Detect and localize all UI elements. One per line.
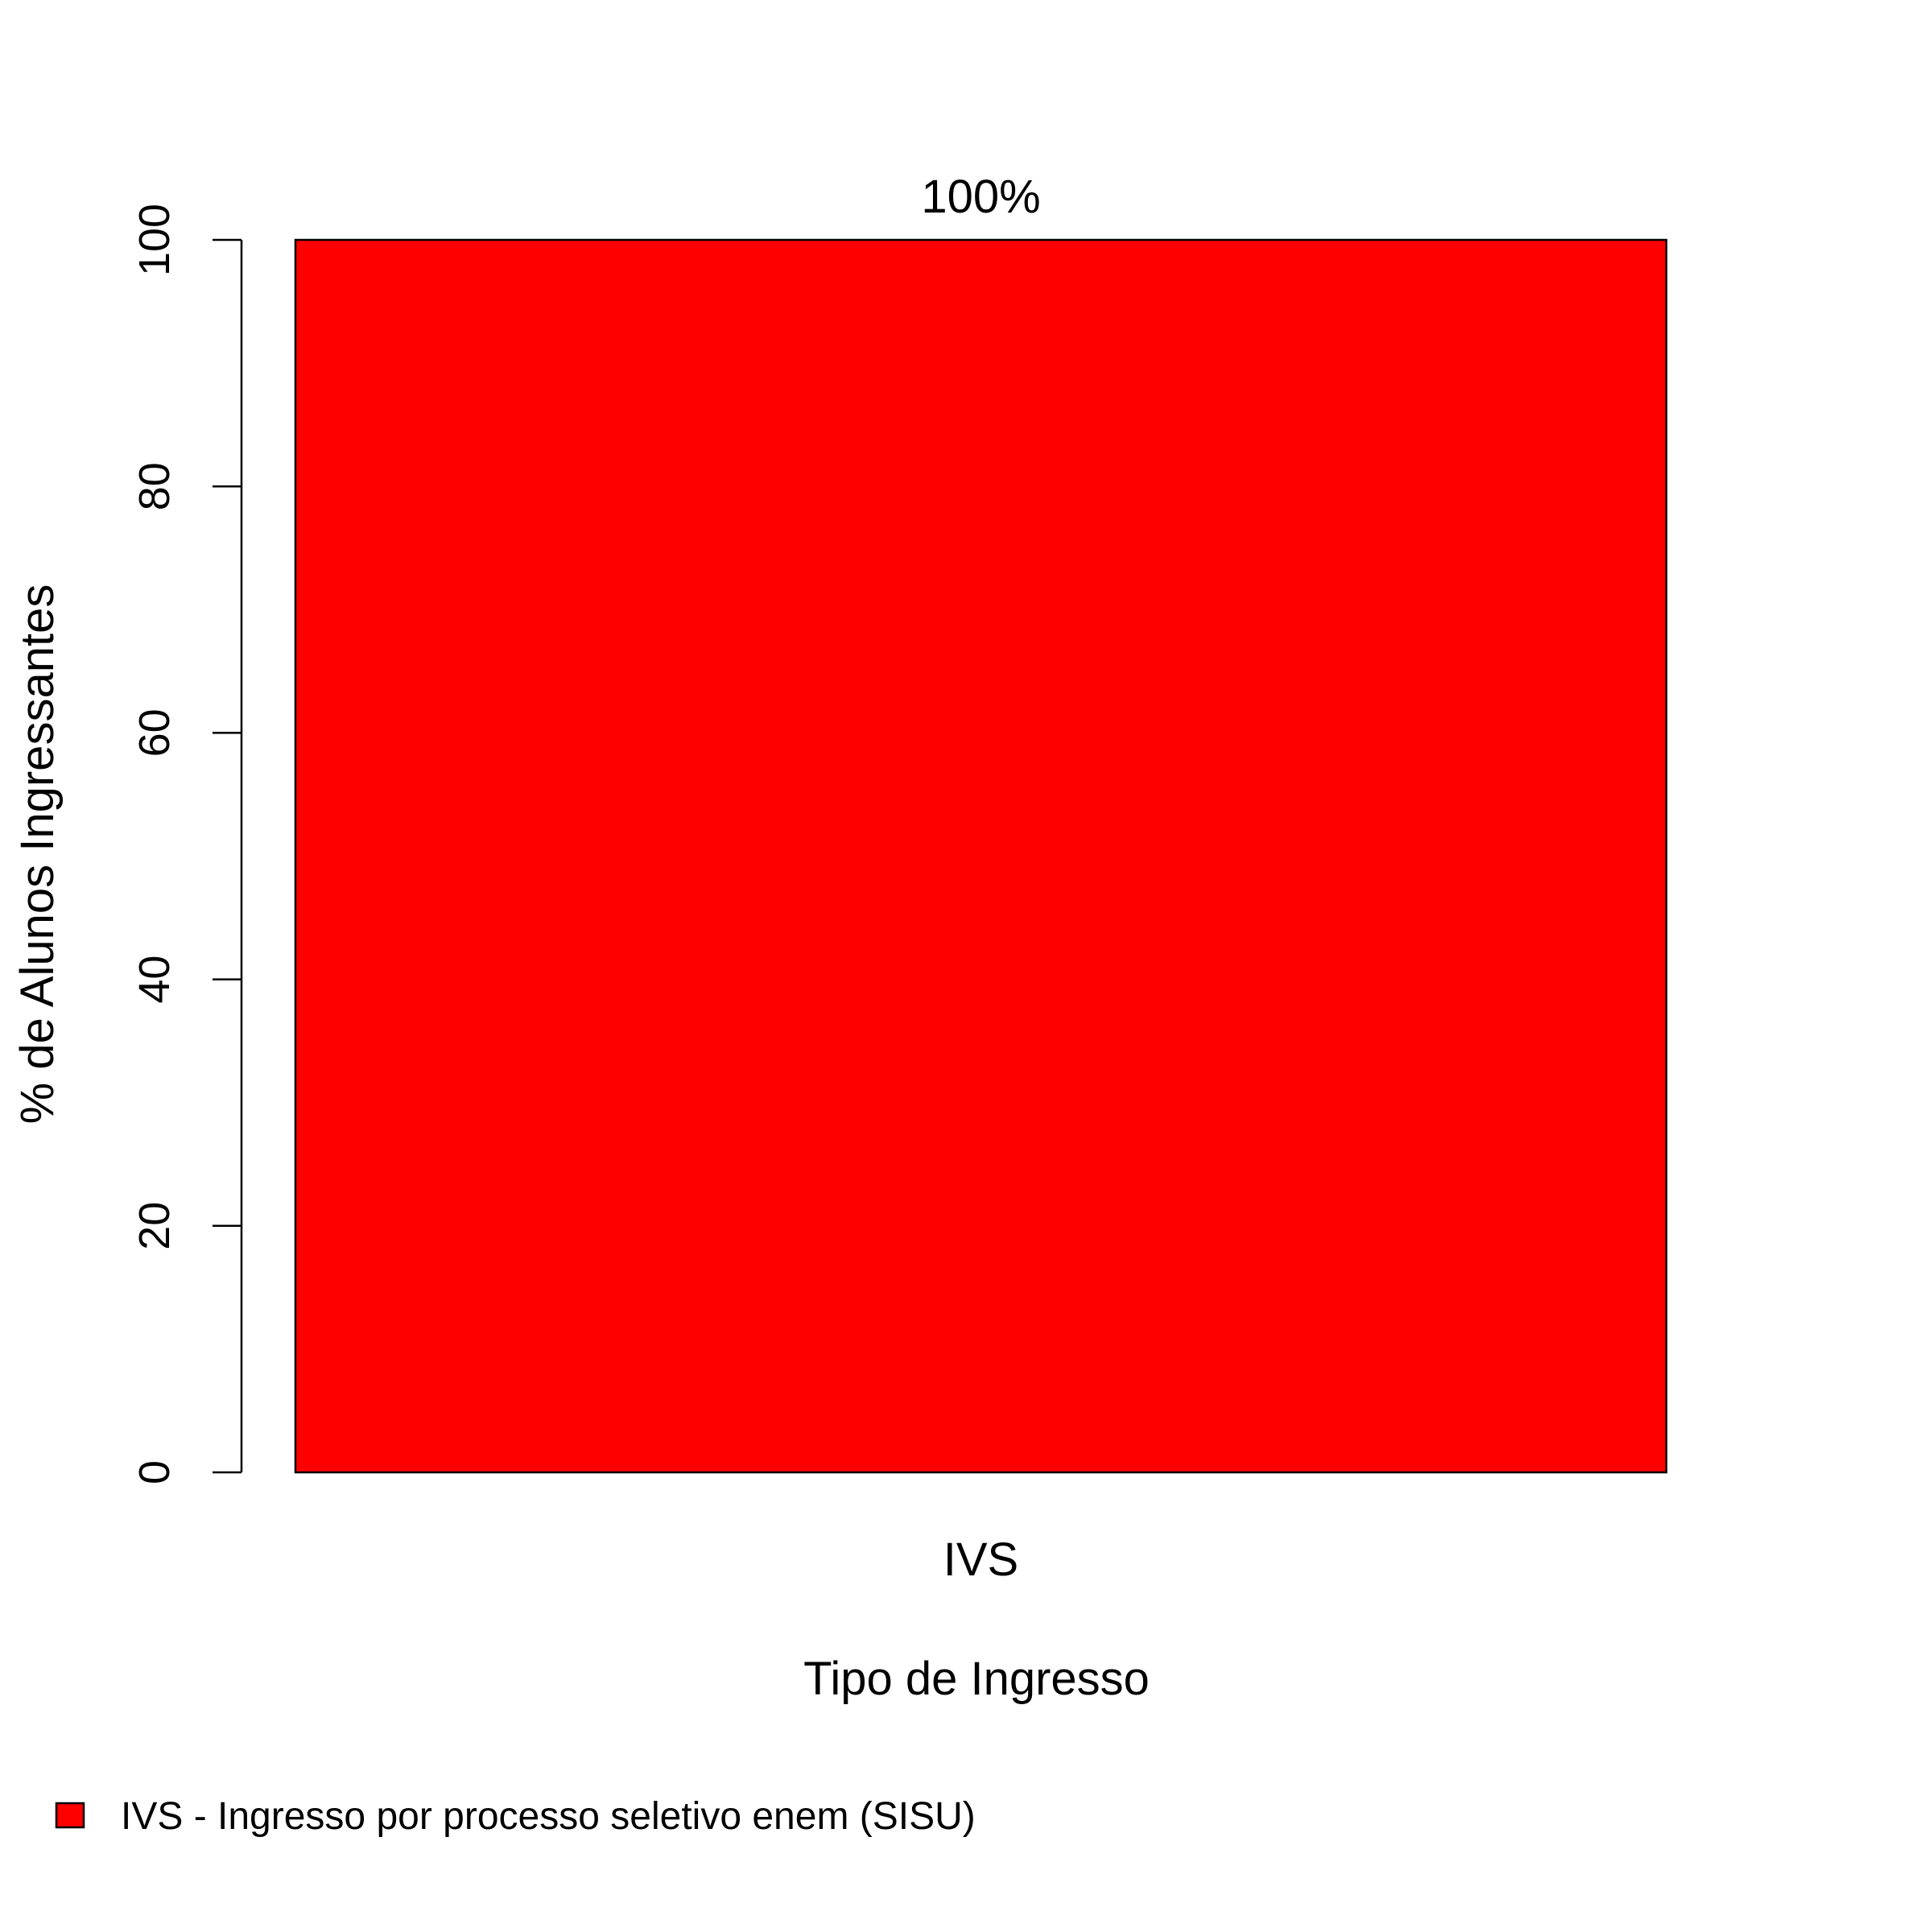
y-axis-title: % de Alunos Ingressantes (11, 584, 64, 1125)
category-label: IVS (943, 1534, 1019, 1586)
legend-swatch (55, 1802, 85, 1829)
bars (294, 238, 1668, 1474)
x-axis-title: Tipo de Ingresso (803, 1653, 1150, 1705)
legend-label: IVS - Ingresso por processo seletivo ene… (121, 1795, 976, 1838)
y-axis: 0 20 40 60 80 100 (130, 204, 243, 1484)
y-tick-label: 100 (130, 204, 179, 276)
bar-value-labels: 100% (921, 171, 1040, 223)
y-tick-label: 40 (130, 956, 179, 1004)
y-tick-label: 0 (130, 1460, 179, 1484)
y-tick-label: 20 (130, 1202, 179, 1250)
y-tick-label: 60 (130, 708, 179, 757)
legend: IVS - Ingresso por processo seletivo ene… (55, 1795, 976, 1838)
bar-value-label: 100% (921, 171, 1040, 223)
category-labels: IVS (943, 1534, 1019, 1586)
bar (294, 238, 1668, 1474)
y-tick-label: 80 (130, 462, 179, 510)
